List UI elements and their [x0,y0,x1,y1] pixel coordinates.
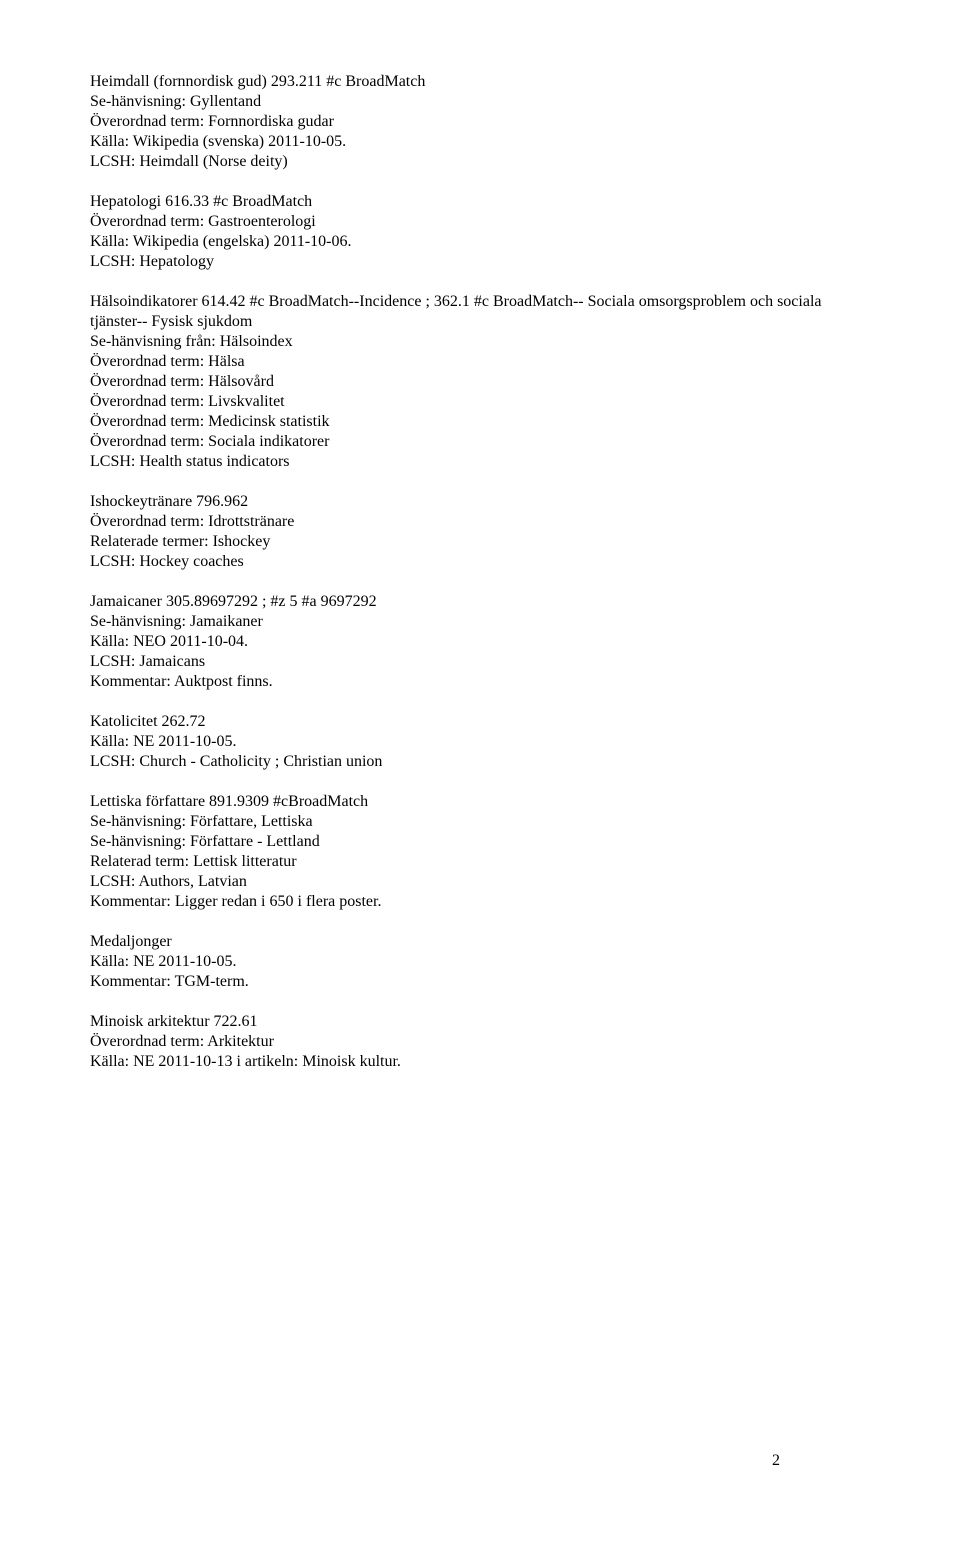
entry-line: Kommentar: Auktpost finns. [90,672,870,692]
entry-line: LCSH: Heimdall (Norse deity) [90,152,870,172]
entries-list: Heimdall (fornnordisk gud) 293.211 #c Br… [90,72,870,1072]
entry-line: Se-hänvisning: Författare, Lettiska [90,812,870,832]
entry-block: Heimdall (fornnordisk gud) 293.211 #c Br… [90,72,870,172]
entry-line: Överordnad term: Gastroenterologi [90,212,870,232]
entry-line: Lettiska författare 891.9309 #cBroadMatc… [90,792,870,812]
entry-line: Överordnad term: Hälsa [90,352,870,372]
entry-block: Minoisk arkitektur 722.61Överordnad term… [90,1012,870,1072]
entry-block: Lettiska författare 891.9309 #cBroadMatc… [90,792,870,912]
entry-line: LCSH: Authors, Latvian [90,872,870,892]
entry-line: Ishockeytränare 796.962 [90,492,870,512]
entry-line: Katolicitet 262.72 [90,712,870,732]
page-number: 2 [772,1451,780,1471]
entry-line: Relaterade termer: Ishockey [90,532,870,552]
entry-line: LCSH: Church - Catholicity ; Christian u… [90,752,870,772]
entry-line: Överordnad term: Medicinsk statistik [90,412,870,432]
entry-line: Medaljonger [90,932,870,952]
entry-line: Källa: Wikipedia (engelska) 2011-10-06. [90,232,870,252]
entry-line: Överordnad term: Fornnordiska gudar [90,112,870,132]
entry-line: LCSH: Jamaicans [90,652,870,672]
entry-block: Hälsoindikatorer 614.42 #c BroadMatch--I… [90,292,870,472]
entry-line: Heimdall (fornnordisk gud) 293.211 #c Br… [90,72,870,92]
entry-block: Ishockeytränare 796.962Överordnad term: … [90,492,870,572]
entry-line: Relaterad term: Lettisk litteratur [90,852,870,872]
entry-line: Kommentar: TGM-term. [90,972,870,992]
entry-line: Se-hänvisning: Jamaikaner [90,612,870,632]
entry-line: Överordnad term: Hälsovård [90,372,870,392]
entry-line: Överordnad term: Sociala indikatorer [90,432,870,452]
entry-line: Kommentar: Ligger redan i 650 i flera po… [90,892,870,912]
entry-line: Jamaicaner 305.89697292 ; #z 5 #a 969729… [90,592,870,612]
entry-line: Minoisk arkitektur 722.61 [90,1012,870,1032]
entry-block: Katolicitet 262.72Källa: NE 2011-10-05.L… [90,712,870,772]
entry-line: Källa: NEO 2011-10-04. [90,632,870,652]
entry-line: Överordnad term: Livskvalitet [90,392,870,412]
entry-line: Källa: Wikipedia (svenska) 2011-10-05. [90,132,870,152]
page-container: Heimdall (fornnordisk gud) 293.211 #c Br… [90,72,870,1519]
entry-line: Överordnad term: Idrottstränare [90,512,870,532]
entry-block: Jamaicaner 305.89697292 ; #z 5 #a 969729… [90,592,870,692]
entry-line: Överordnad term: Arkitektur [90,1032,870,1052]
entry-line: Källa: NE 2011-10-05. [90,732,870,752]
entry-line: Se-hänvisning från: Hälsoindex [90,332,870,352]
entry-line: Hälsoindikatorer 614.42 #c BroadMatch--I… [90,292,870,332]
entry-line: LCSH: Health status indicators [90,452,870,472]
entry-block: MedaljongerKälla: NE 2011-10-05.Kommenta… [90,932,870,992]
entry-line: LCSH: Hockey coaches [90,552,870,572]
entry-line: Se-hänvisning: Författare - Lettland [90,832,870,852]
entry-line: Se-hänvisning: Gyllentand [90,92,870,112]
entry-block: Hepatologi 616.33 #c BroadMatchÖverordna… [90,192,870,272]
entry-line: Källa: NE 2011-10-13 i artikeln: Minoisk… [90,1052,870,1072]
entry-line: Källa: NE 2011-10-05. [90,952,870,972]
entry-line: Hepatologi 616.33 #c BroadMatch [90,192,870,212]
entry-line: LCSH: Hepatology [90,252,870,272]
